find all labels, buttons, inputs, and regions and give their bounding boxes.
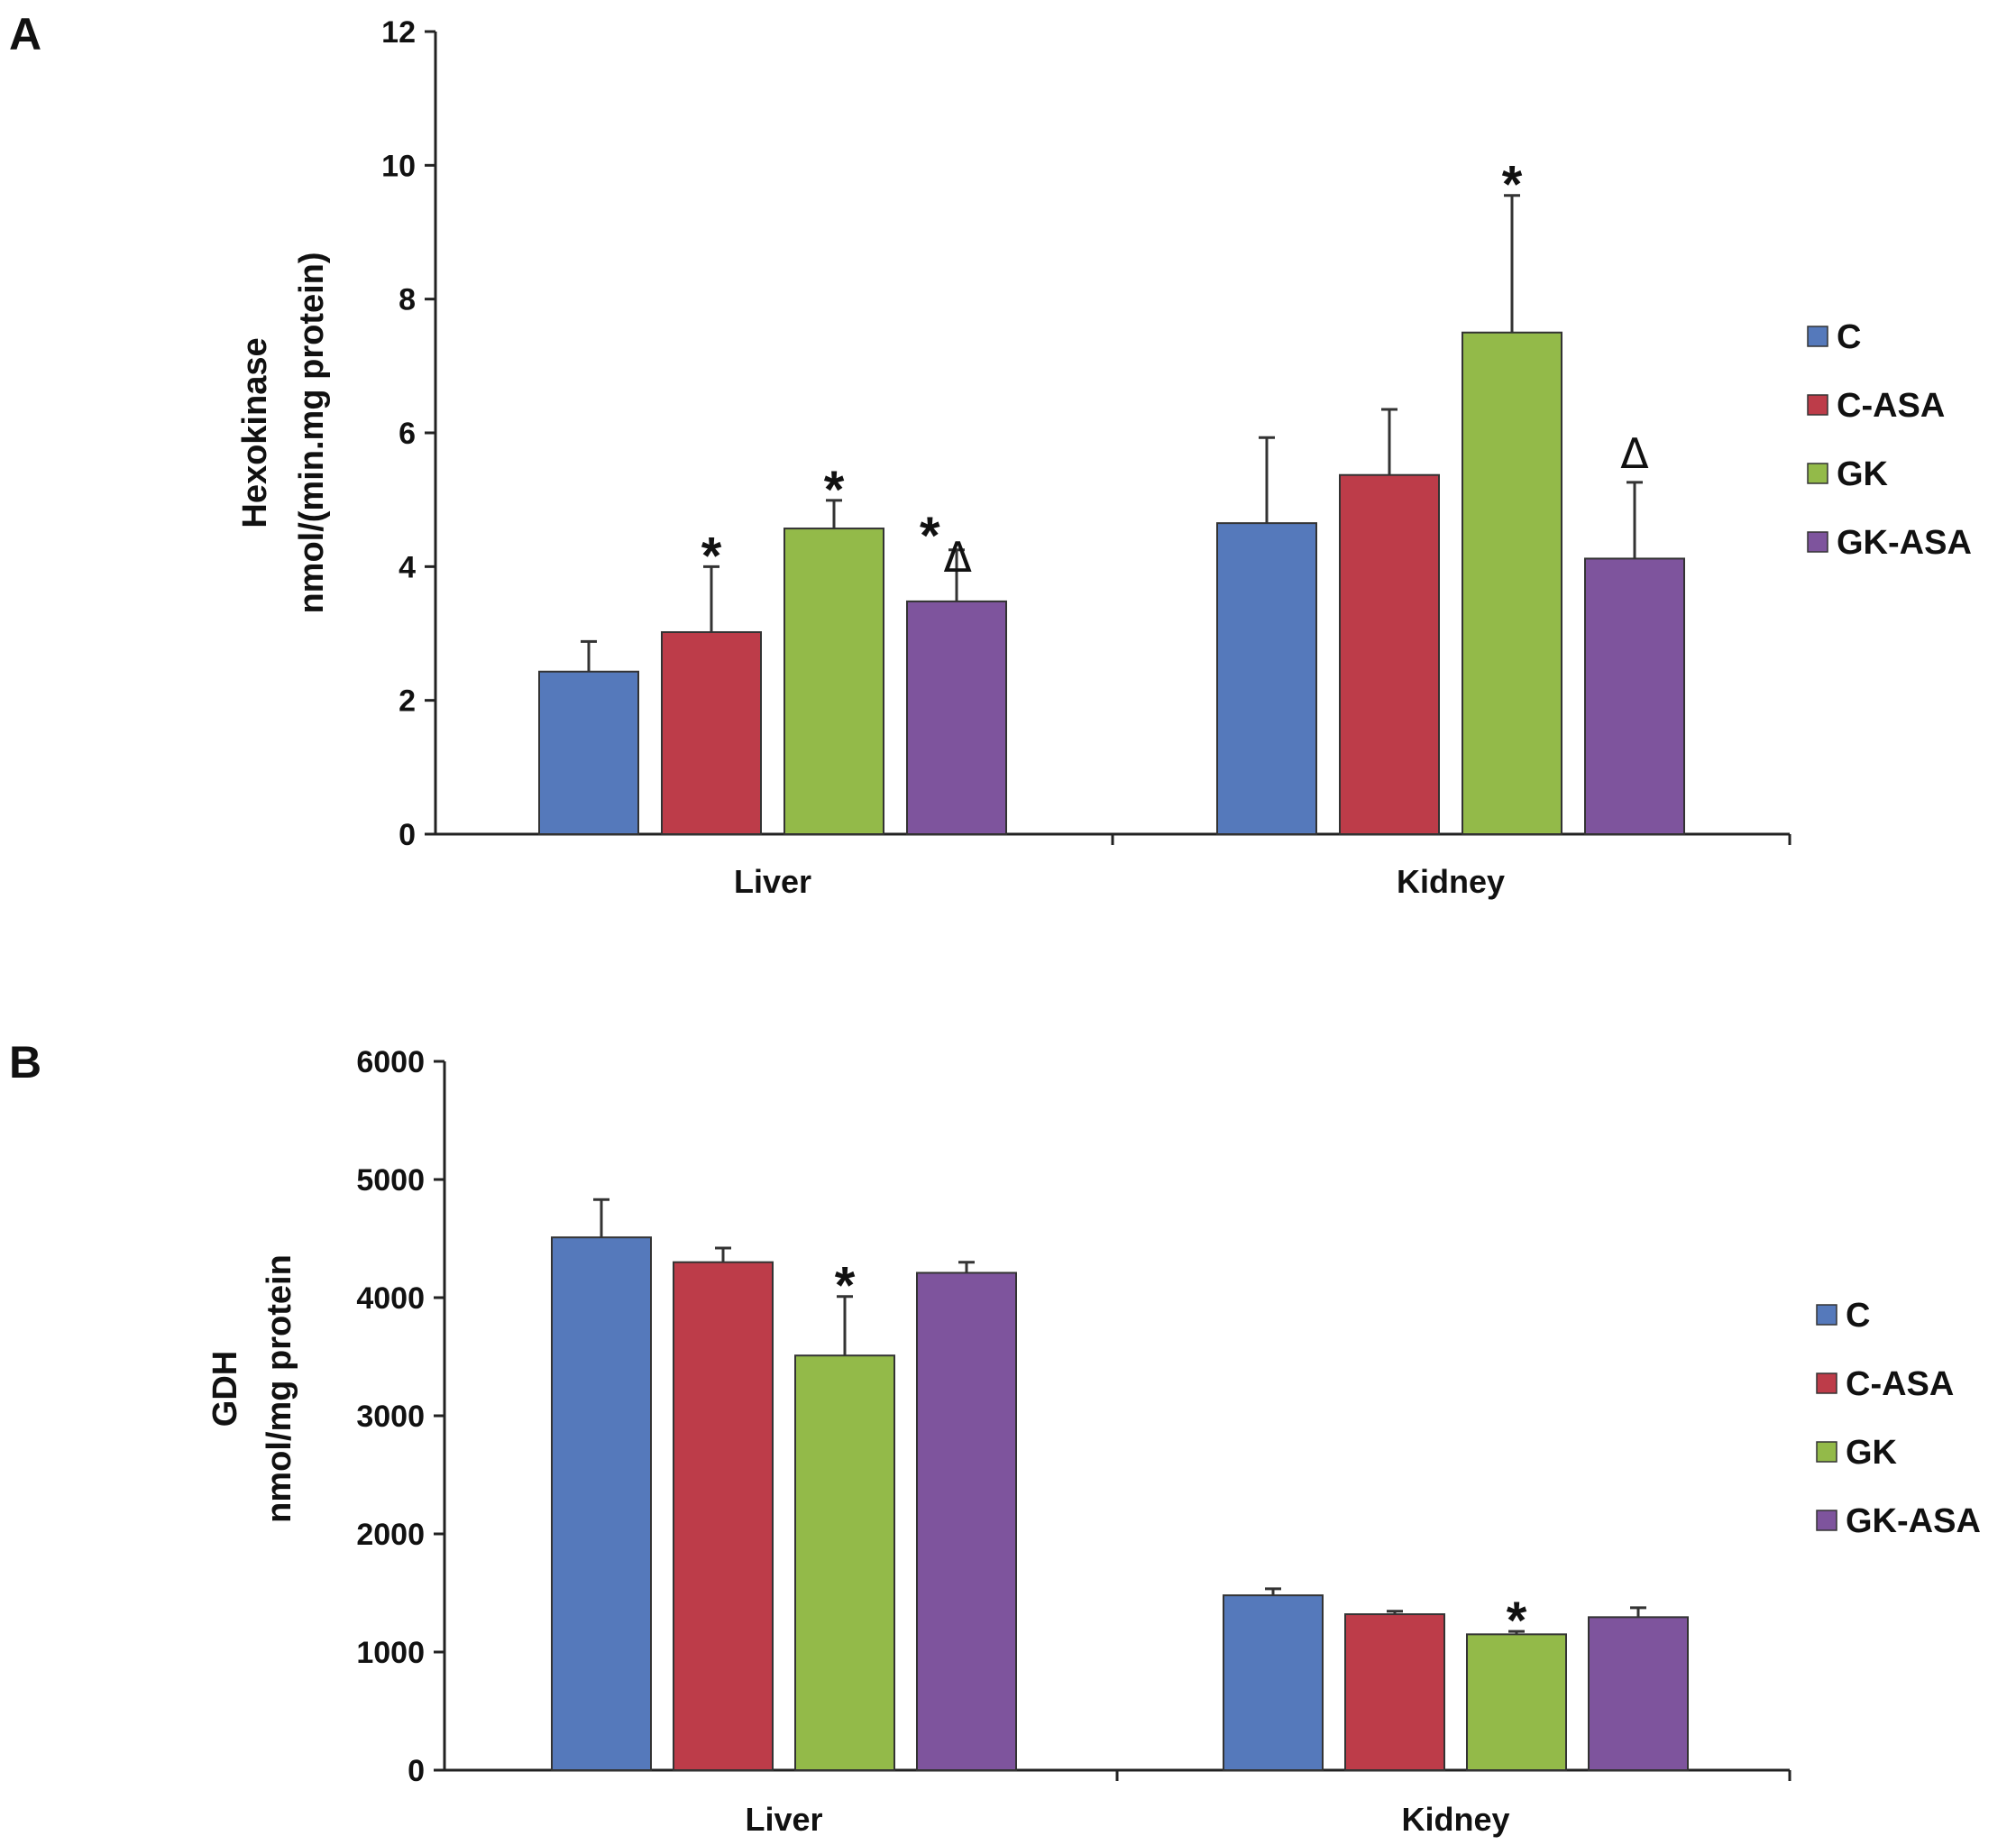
x-category-label: Liver <box>745 1801 822 1838</box>
legend-swatch-c-asa <box>1817 1373 1837 1393</box>
y-tick-label: 0 <box>408 1754 425 1788</box>
bar-c-liver <box>539 672 638 834</box>
y-axis-title: Hexokinase <box>236 337 274 528</box>
legend-swatch-c <box>1817 1305 1837 1325</box>
bar-c-liver <box>552 1237 651 1770</box>
bar-gk-kidney <box>1462 333 1562 834</box>
y-tick-label: 8 <box>399 283 416 317</box>
y-tick-label: 4000 <box>356 1281 425 1316</box>
legend-swatch-c <box>1808 326 1828 346</box>
bar-c-asa-kidney <box>1345 1614 1444 1770</box>
y-tick-label: 3000 <box>356 1400 425 1434</box>
bar-gk-liver <box>795 1355 894 1770</box>
bar-gk-asa-liver <box>907 601 1006 834</box>
legend-label: C <box>1846 1297 1870 1335</box>
y-tick-label: 4 <box>399 550 416 584</box>
legend: C C-ASA GK GK-ASA <box>1817 1297 1981 1540</box>
bar-gk-liver <box>784 528 884 834</box>
panel-letter: B <box>9 1037 41 1088</box>
legend-label: GK-ASA <box>1837 524 1972 562</box>
legend-label: GK <box>1846 1434 1898 1472</box>
significance-mark: * <box>701 527 722 585</box>
x-category-label: Kidney <box>1397 863 1505 900</box>
y-tick-label: 0 <box>399 818 416 852</box>
significance-mark: * <box>1507 1592 1527 1650</box>
bar-gk-asa-kidney <box>1585 558 1684 834</box>
bar-c-asa-liver <box>662 632 761 834</box>
legend-label: GK <box>1837 455 1889 493</box>
legend-swatch-c-asa <box>1808 395 1828 415</box>
bar-c-kidney <box>1223 1595 1323 1770</box>
x-category-label: Liver <box>734 863 811 900</box>
y-tick-label: 6 <box>399 417 416 451</box>
y-axis-title: GDH <box>206 1351 244 1427</box>
bar-gk-kidney <box>1467 1634 1566 1770</box>
bar-c-asa-kidney <box>1340 475 1439 834</box>
y-tick-label: 1000 <box>356 1636 425 1670</box>
chart-panel-b: B 0 1000 2000 3000 4000 5000 6000 GDH nmol/mg pro… <box>9 1037 1981 1838</box>
legend-label: C <box>1837 318 1861 356</box>
bar-gk-asa-kidney <box>1589 1617 1688 1770</box>
legend-label: GK-ASA <box>1846 1502 1981 1540</box>
y-tick-label: 2000 <box>356 1518 425 1552</box>
significance-mark: * <box>1502 156 1523 215</box>
y-tick-label: 6000 <box>356 1045 425 1079</box>
x-category-label: Kidney <box>1401 1801 1509 1838</box>
legend-swatch-gk-asa <box>1817 1510 1837 1530</box>
chart-panel-a: A 0 2 4 6 8 10 12 Hexokinase nmol/(min.mg protein… <box>9 9 1972 900</box>
legend-swatch-gk-asa <box>1808 532 1828 552</box>
panel-letter: A <box>9 9 41 60</box>
y-tick-label: 5000 <box>356 1163 425 1198</box>
legend-swatch-gk <box>1817 1442 1837 1462</box>
legend-swatch-gk <box>1808 464 1828 483</box>
bar-gk-asa-liver <box>917 1272 1016 1770</box>
significance-mark: * <box>835 1257 856 1316</box>
legend: C C-ASA GK GK-ASA <box>1808 318 1972 562</box>
figure: A 0 2 4 6 8 10 12 Hexokinase nmol/(min.mg protein… <box>0 0 2016 1845</box>
legend-label: C-ASA <box>1846 1365 1954 1403</box>
bar-c-kidney <box>1217 523 1316 834</box>
significance-mark: *Δ <box>920 507 973 582</box>
significance-mark: Δ <box>1620 429 1649 478</box>
y-tick-label: 2 <box>399 684 416 719</box>
y-tick-label: 10 <box>381 149 416 183</box>
bar-c-asa-liver <box>674 1262 773 1770</box>
y-axis-subtitle: nmol/(min.mg protein) <box>293 252 331 613</box>
y-axis-subtitle: nmol/mg protein <box>261 1254 298 1523</box>
significance-mark: * <box>824 461 845 519</box>
legend-label: C-ASA <box>1837 387 1945 425</box>
y-tick-label: 12 <box>381 15 416 50</box>
